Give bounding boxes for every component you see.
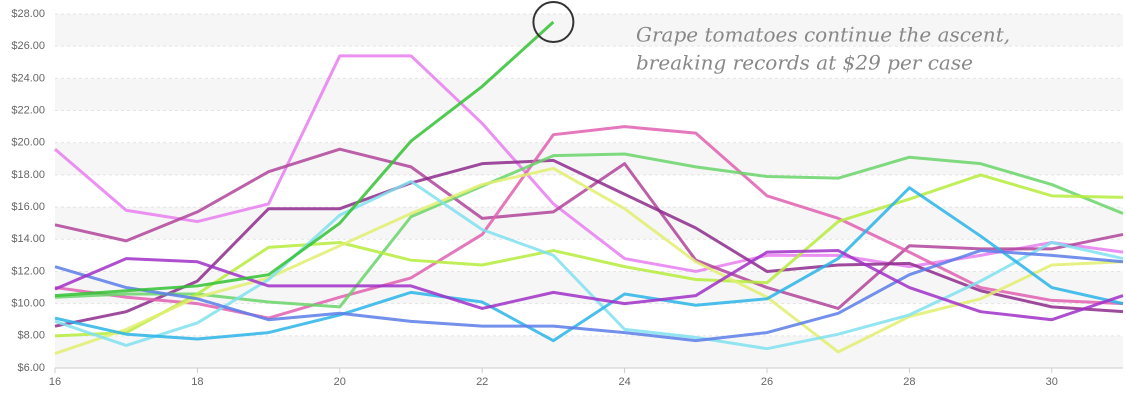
series-line [54, 166, 1124, 355]
x-tick-label: 20 [334, 376, 346, 388]
series-line [54, 158, 1124, 328]
x-tick-label: 30 [1046, 376, 1058, 388]
series-line [54, 249, 1124, 343]
annotation: Grape tomatoes continue the ascent, [636, 23, 1010, 47]
y-tick-label: $26.00 [11, 40, 45, 52]
y-tick-label: $6.00 [17, 362, 45, 374]
x-tick-label: 24 [618, 376, 630, 388]
series-line [54, 249, 1124, 322]
y-tick-label: $28.00 [11, 8, 45, 20]
y-tick-label: $18.00 [11, 169, 45, 181]
y-tick-label: $22.00 [11, 104, 45, 116]
series-line [54, 20, 555, 298]
series-line [54, 179, 1124, 351]
y-tick-label: $14.00 [11, 233, 45, 245]
y-tick-label: $10.00 [11, 298, 45, 310]
grid-band [55, 335, 1123, 368]
grid-band [55, 78, 1123, 111]
series-line [54, 125, 1124, 320]
grid-band [55, 142, 1123, 175]
x-tick-label: 26 [761, 376, 773, 388]
x-tick-label: 22 [476, 376, 488, 388]
annotation: breaking records at $29 per case [636, 51, 973, 75]
series-line [54, 173, 1124, 338]
y-tick-label: $16.00 [11, 201, 45, 213]
series-line [54, 152, 1124, 309]
x-tick-label: 16 [49, 376, 61, 388]
x-tick-label: 18 [191, 376, 203, 388]
y-tick-label: $24.00 [11, 72, 45, 84]
grid-band [55, 14, 1123, 47]
y-tick-label: $8.00 [17, 330, 45, 342]
y-tick-label: $12.00 [11, 265, 45, 277]
highlight-circle [532, 1, 575, 44]
series-line [54, 186, 1124, 343]
x-tick-label: 28 [903, 376, 915, 388]
y-tick-label: $20.00 [11, 137, 45, 149]
series-line [54, 54, 1124, 273]
